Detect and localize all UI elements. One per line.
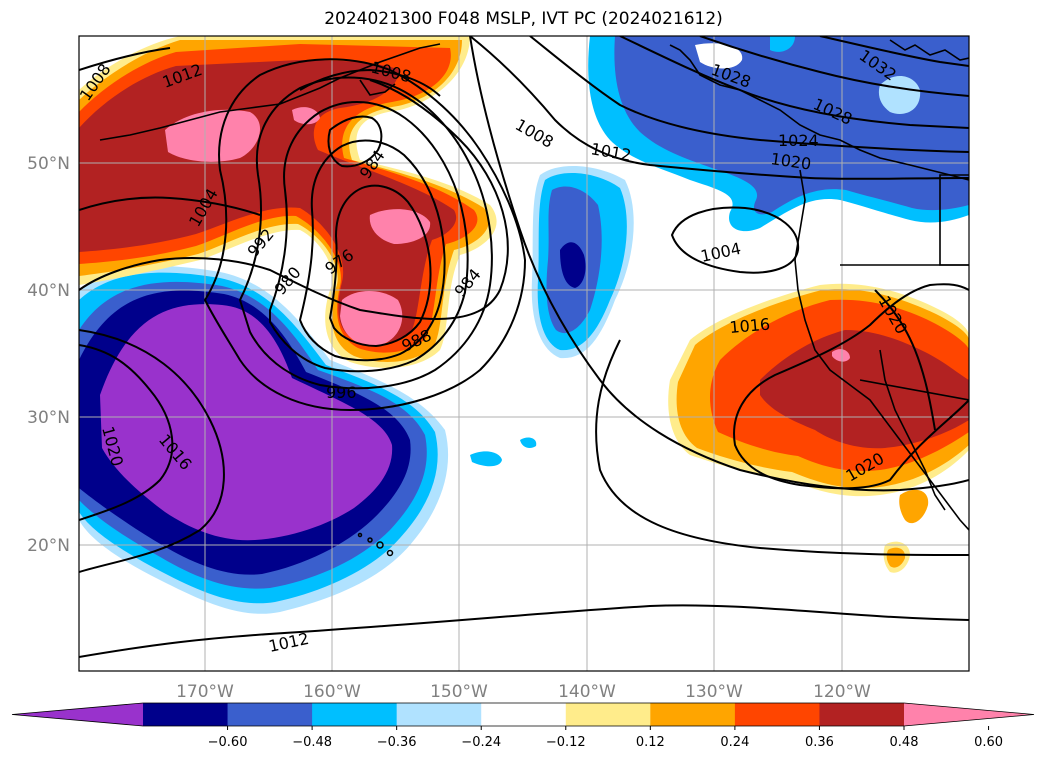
latitude-labels: 50°N 40°N 30°N 20°N [27, 154, 70, 556]
lon-label: 150°W [430, 682, 488, 702]
map-frame [78, 35, 970, 672]
lon-label: 140°W [558, 682, 616, 702]
colorbar-segment [396, 703, 482, 726]
colorbar-outline [11, 702, 1035, 727]
colorbar-tick-label: −0.24 [461, 735, 501, 750]
ivt-negative-central [531, 165, 634, 359]
colorbar-segment [650, 703, 736, 726]
colorbar-segment [143, 703, 229, 726]
colorbar-tick-label: 0.12 [636, 735, 665, 750]
colorbar-segment [734, 703, 820, 726]
colorbar-tick-label: 0.48 [890, 735, 919, 750]
colorbar-segment [312, 703, 398, 726]
isobar-label: 996 [326, 383, 357, 402]
colorbar-tick-label: −0.12 [546, 735, 586, 750]
colorbar-segment [481, 703, 567, 726]
colorbar-tick-label: −0.36 [377, 735, 417, 750]
colorbar-tick-label: −0.60 [208, 735, 248, 750]
lat-label: 20°N [27, 536, 70, 556]
map-panel: 1008 1012 1008 1004 992 980 976 984 988 … [79, 36, 969, 671]
graticule [79, 36, 969, 671]
lat-label: 40°N [27, 281, 70, 301]
lat-label: 50°N [27, 154, 70, 174]
colorbar-tick-label: 0.60 [974, 735, 1003, 750]
lon-label: 120°W [813, 682, 871, 702]
lon-label: 160°W [303, 682, 361, 702]
map-title: 2024021300 F048 MSLP, IVT PC (2024021612… [324, 9, 723, 29]
lon-label: 170°W [176, 682, 234, 702]
isobar-label: 1016 [729, 315, 771, 337]
ivt-positive-north [79, 36, 497, 368]
lon-label: 130°W [685, 682, 743, 702]
colorbar-tick-label: −0.48 [292, 735, 332, 750]
longitude-labels: 170°W 160°W 150°W 140°W 130°W 120°W [176, 682, 871, 702]
colorbar-extend-max [904, 703, 1034, 726]
lat-label: 30°N [27, 408, 70, 428]
colorbar-tick-label: 0.36 [805, 735, 834, 750]
colorbar-segment [819, 703, 905, 726]
colorbar: −0.60 −0.48 −0.36 −0.24 −0.12 0.12 0.24 0.36 0.4… [11, 702, 1035, 750]
colorbar-segment [565, 703, 651, 726]
colorbar-tick-label: 0.24 [720, 735, 749, 750]
colorbar-extend-min [12, 703, 143, 726]
isobars [79, 36, 969, 658]
ivt-negative-west [79, 265, 449, 614]
isobar-label: 1024 [778, 131, 819, 150]
colorbar-segment [227, 703, 313, 726]
